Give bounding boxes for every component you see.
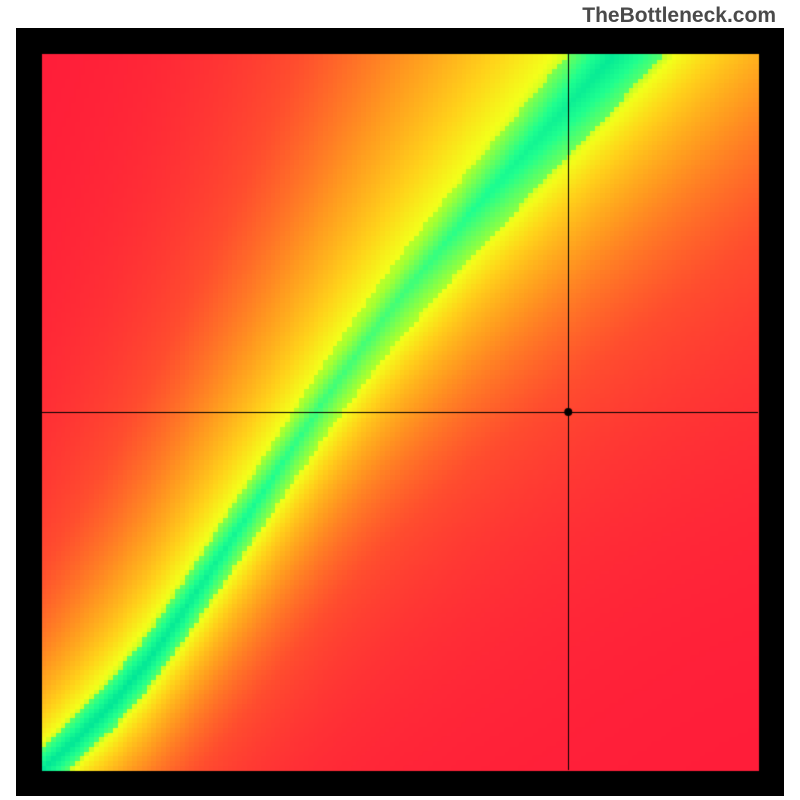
watermark-text: TheBottleneck.com <box>582 4 776 28</box>
chart-frame <box>16 28 784 796</box>
bottleneck-heatmap <box>16 28 784 796</box>
